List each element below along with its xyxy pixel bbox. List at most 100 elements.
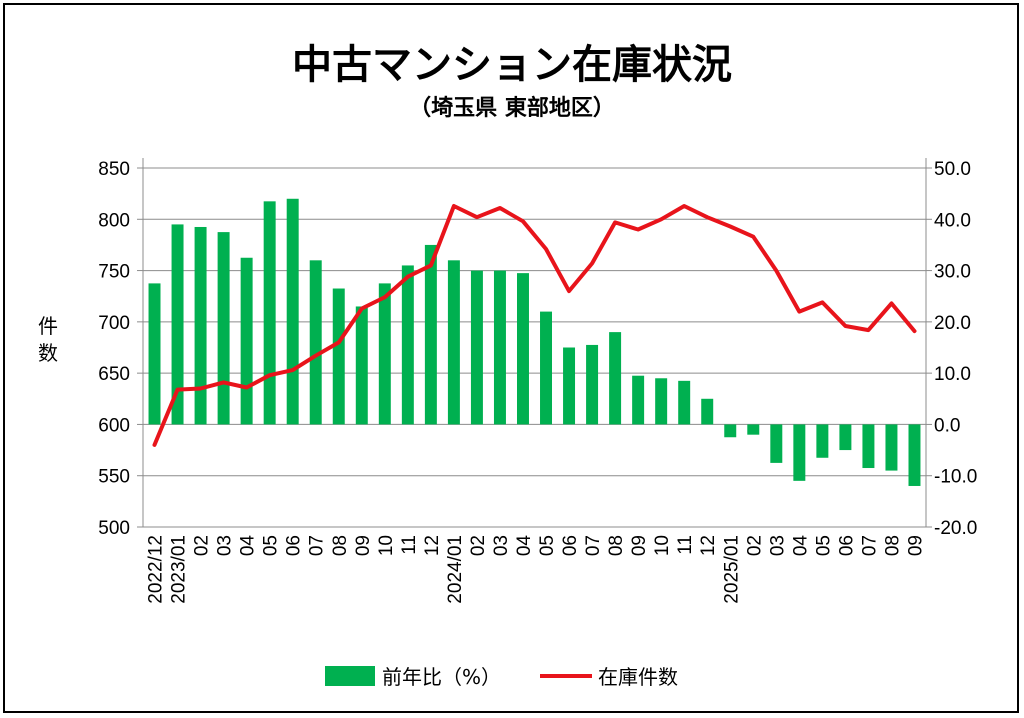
bar bbox=[194, 226, 207, 425]
bar bbox=[355, 306, 368, 425]
y-left-tick-label: 500 bbox=[98, 518, 130, 539]
y-left-tick-label: 700 bbox=[98, 313, 130, 334]
x-tick-label: 08 bbox=[606, 535, 627, 556]
line-path bbox=[152, 204, 917, 447]
bar bbox=[586, 344, 599, 425]
x-tick-label: 03 bbox=[767, 535, 788, 556]
bar bbox=[678, 380, 691, 425]
y-right-tick-label: 0.0 bbox=[934, 415, 960, 436]
legend-bar-label: 前年比（%） bbox=[382, 665, 501, 689]
bar bbox=[609, 332, 622, 425]
x-tick-label: 07 bbox=[307, 535, 328, 556]
x-tick-label: 05 bbox=[537, 535, 558, 556]
bar bbox=[816, 424, 829, 458]
bar bbox=[424, 244, 437, 425]
y-axis-label-2: 数 bbox=[38, 341, 58, 365]
bar bbox=[470, 270, 483, 425]
x-tick-label: 04 bbox=[238, 535, 259, 557]
bar bbox=[148, 283, 161, 425]
y-right-tick-label: 10.0 bbox=[934, 364, 971, 385]
x-tick-label: 07 bbox=[859, 535, 880, 556]
bar bbox=[908, 424, 921, 486]
bar bbox=[747, 424, 760, 435]
x-tick-label: 02 bbox=[192, 535, 213, 556]
x-tick-label: 05 bbox=[813, 535, 834, 556]
bar bbox=[839, 424, 852, 451]
legend-line-label: 在庫件数 bbox=[598, 665, 678, 689]
x-tick-label: 11 bbox=[399, 535, 420, 555]
bar bbox=[217, 232, 230, 425]
y-right-tick-label: 20.0 bbox=[934, 313, 971, 334]
bar bbox=[563, 347, 576, 425]
x-tick-label: 02 bbox=[744, 535, 765, 556]
x-tick-label: 09 bbox=[629, 535, 650, 556]
y-left-tick-label: 750 bbox=[98, 262, 130, 283]
y-axis-label-1: 件 bbox=[38, 314, 58, 338]
bar bbox=[378, 283, 391, 425]
x-tick-label: 02 bbox=[468, 535, 489, 556]
x-tick-label: 11 bbox=[675, 535, 696, 555]
x-tick-label: 03 bbox=[491, 535, 512, 556]
x-tick-label: 12 bbox=[422, 535, 443, 556]
bar bbox=[770, 424, 783, 463]
x-tick-label: 04 bbox=[790, 535, 811, 557]
bar bbox=[540, 311, 553, 425]
x-tick-label: 03 bbox=[215, 535, 236, 556]
y-left-tick-label: 600 bbox=[98, 415, 130, 436]
y-right-tick-label: -10.0 bbox=[934, 467, 977, 488]
bar bbox=[493, 270, 506, 425]
bar bbox=[793, 424, 806, 481]
x-tick-label: 09 bbox=[905, 535, 926, 556]
x-tick-label: 04 bbox=[514, 535, 535, 557]
bar bbox=[885, 424, 898, 471]
bar-series bbox=[148, 198, 921, 486]
bar bbox=[309, 260, 322, 425]
y-left-tick-label: 850 bbox=[98, 159, 130, 180]
x-tick-label: 06 bbox=[560, 535, 581, 556]
bar bbox=[240, 257, 253, 425]
y-right-tick-label: -20.0 bbox=[934, 518, 977, 539]
x-tick-label: 2025/01 bbox=[721, 535, 742, 604]
y-left-tick-label: 650 bbox=[98, 364, 130, 385]
bar bbox=[171, 224, 184, 425]
x-tick-label: 06 bbox=[284, 535, 305, 556]
x-tick-label: 2023/01 bbox=[169, 535, 190, 604]
y-right-tick-label: 30.0 bbox=[934, 262, 971, 283]
gridlines bbox=[143, 167, 926, 528]
x-tick-label: 2024/01 bbox=[445, 535, 466, 604]
x-tick-label: 10 bbox=[376, 535, 397, 556]
y-left-tick-label: 800 bbox=[98, 210, 130, 231]
bar bbox=[862, 424, 875, 469]
bar bbox=[724, 424, 737, 438]
line-series bbox=[152, 204, 917, 447]
x-tick-label: 07 bbox=[583, 535, 604, 556]
x-ticks: 2022/12 2023/01 02 03 04 05 06 07 08 09 10 11 12 2024… bbox=[146, 535, 927, 604]
axes bbox=[142, 158, 927, 528]
x-tick-label: 06 bbox=[836, 535, 857, 556]
bar bbox=[632, 375, 645, 425]
y-left-ticks: 500 550 600 650 700 750 800 850 bbox=[98, 159, 143, 539]
y-right-tick-label: 50.0 bbox=[934, 159, 971, 180]
bar bbox=[401, 265, 414, 425]
x-tick-label: 05 bbox=[261, 535, 282, 556]
bar bbox=[286, 198, 299, 425]
bar bbox=[701, 398, 714, 425]
bar bbox=[263, 201, 276, 425]
x-tick-label: 09 bbox=[353, 535, 374, 556]
y-right-tick-label: 40.0 bbox=[934, 210, 971, 231]
bar bbox=[447, 260, 460, 425]
legend: 前年比（%） 在庫件数 bbox=[325, 665, 678, 689]
chart-subtitle: （埼玉県 東部地区） bbox=[409, 96, 615, 121]
legend-bar-swatch bbox=[325, 666, 375, 686]
chart-title: 中古マンション在庫状況 bbox=[292, 42, 732, 88]
bar bbox=[332, 288, 345, 425]
y-left-tick-label: 550 bbox=[98, 467, 130, 488]
x-tick-label: 08 bbox=[882, 535, 903, 556]
y-right-ticks: -20.0 -10.0 0.0 10.0 20.0 30.0 40.0 50.0 bbox=[926, 159, 977, 539]
bar bbox=[655, 378, 668, 425]
x-tick-label: 10 bbox=[652, 535, 673, 556]
x-tick-label: 08 bbox=[330, 535, 351, 556]
x-tick-label: 12 bbox=[698, 535, 719, 556]
x-tick-label: 2022/12 bbox=[146, 535, 167, 604]
